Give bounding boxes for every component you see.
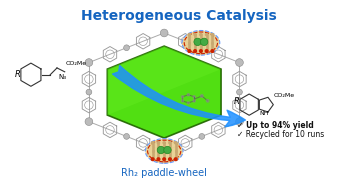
Circle shape [187, 101, 190, 105]
Circle shape [187, 49, 192, 53]
Circle shape [151, 141, 155, 145]
Text: N₃: N₃ [58, 74, 66, 80]
Circle shape [124, 45, 129, 51]
Circle shape [174, 157, 178, 161]
Text: ✓ Recycled for 10 runs: ✓ Recycled for 10 runs [237, 130, 324, 139]
Polygon shape [107, 46, 221, 138]
Circle shape [194, 38, 201, 46]
Text: R: R [234, 97, 239, 106]
Circle shape [85, 118, 93, 125]
Circle shape [187, 33, 191, 36]
Circle shape [205, 33, 208, 36]
Ellipse shape [182, 30, 220, 55]
Circle shape [210, 49, 214, 53]
Circle shape [193, 95, 196, 98]
Circle shape [164, 146, 171, 154]
Text: ✓ Up to 94% yield: ✓ Up to 94% yield [237, 121, 313, 130]
Circle shape [124, 133, 129, 139]
Circle shape [160, 147, 168, 155]
Circle shape [193, 33, 197, 36]
Text: R: R [14, 70, 20, 79]
Text: NH: NH [260, 111, 269, 116]
Circle shape [200, 94, 204, 98]
Circle shape [237, 89, 242, 95]
Circle shape [174, 141, 177, 145]
Circle shape [199, 33, 203, 36]
Circle shape [162, 141, 166, 145]
Text: Rh₂ paddle-wheel: Rh₂ paddle-wheel [121, 168, 207, 178]
Circle shape [200, 38, 208, 46]
Circle shape [187, 93, 190, 97]
Circle shape [160, 29, 168, 37]
Circle shape [193, 49, 197, 53]
Circle shape [199, 45, 205, 51]
Circle shape [150, 157, 155, 161]
Circle shape [156, 157, 160, 161]
Circle shape [236, 59, 243, 66]
Circle shape [85, 59, 93, 66]
Circle shape [162, 157, 166, 161]
Text: CO₂Me: CO₂Me [66, 61, 87, 66]
Circle shape [205, 49, 209, 53]
Ellipse shape [145, 139, 183, 163]
Circle shape [193, 99, 196, 103]
Circle shape [211, 33, 214, 36]
Polygon shape [107, 46, 221, 115]
Circle shape [199, 49, 203, 53]
Text: CO₂Me: CO₂Me [273, 93, 294, 98]
Circle shape [181, 95, 184, 98]
Text: Heterogeneous Catalysis: Heterogeneous Catalysis [81, 9, 277, 23]
Circle shape [206, 99, 210, 103]
Circle shape [168, 157, 172, 161]
Circle shape [157, 141, 160, 145]
Circle shape [181, 99, 184, 103]
Circle shape [199, 133, 205, 139]
Circle shape [236, 118, 243, 125]
Circle shape [157, 146, 165, 154]
Circle shape [86, 89, 92, 95]
Circle shape [168, 141, 172, 145]
FancyArrowPatch shape [113, 66, 246, 127]
